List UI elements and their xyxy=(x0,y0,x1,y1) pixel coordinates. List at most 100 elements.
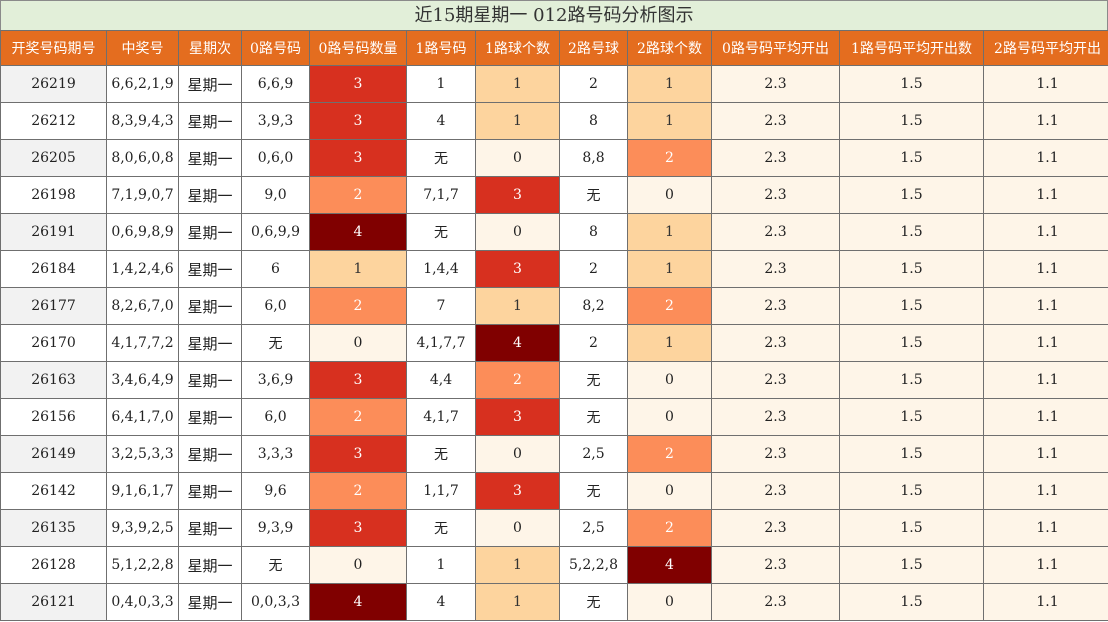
cell-road0-numbers: 9,6 xyxy=(241,472,310,510)
cell-road2-count: 2 xyxy=(627,139,712,177)
header-avg2: 2路号码平均开出 xyxy=(983,30,1108,66)
cell-road0-count: 4 xyxy=(309,583,407,621)
cell-avg0: 2.3 xyxy=(711,435,840,473)
cell-road1-count: 0 xyxy=(475,509,560,547)
cell-avg2: 1.1 xyxy=(983,583,1108,621)
cell-road1-numbers: 无 xyxy=(406,213,476,251)
cell-issue: 26184 xyxy=(0,250,107,288)
cell-avg0: 2.3 xyxy=(711,102,840,140)
cell-issue: 26135 xyxy=(0,509,107,547)
cell-road1-numbers: 1,4,4 xyxy=(406,250,476,288)
cell-road0-numbers: 0,6,9,9 xyxy=(241,213,310,251)
cell-avg0: 2.3 xyxy=(711,509,840,547)
cell-avg0: 2.3 xyxy=(711,250,840,288)
cell-issue: 26128 xyxy=(0,546,107,584)
table-row: 26191 0,6,9,8,9 星期一 0,6,9,9 4 无 0 8 1 2.3 1.5 1.1 xyxy=(0,213,1108,251)
cell-road0-count: 0 xyxy=(309,546,407,584)
header-road1-count: 1路球个数 xyxy=(475,30,560,66)
header-road1: 1路号码 xyxy=(406,30,476,66)
cell-weekday: 星期一 xyxy=(178,250,242,288)
table-row: 26142 9,1,6,1,7 星期一 9,6 2 1,1,7 3 无 0 2.3 1.5 1.1 xyxy=(0,472,1108,510)
cell-road1-numbers: 4 xyxy=(406,583,476,621)
cell-road2-numbers: 8,2 xyxy=(559,287,628,325)
cell-avg1: 1.5 xyxy=(839,583,984,621)
cell-road2-count: 4 xyxy=(627,546,712,584)
cell-avg1: 1.5 xyxy=(839,102,984,140)
cell-avg0: 2.3 xyxy=(711,139,840,177)
cell-road1-count: 1 xyxy=(475,546,560,584)
cell-issue: 26191 xyxy=(0,213,107,251)
cell-road2-numbers: 8 xyxy=(559,102,628,140)
cell-issue: 26170 xyxy=(0,324,107,362)
cell-avg2: 1.1 xyxy=(983,250,1108,288)
cell-road2-count: 1 xyxy=(627,102,712,140)
cell-road0-numbers: 9,0 xyxy=(241,176,310,214)
cell-road0-numbers: 0,6,0 xyxy=(241,139,310,177)
cell-road2-numbers: 2,5 xyxy=(559,435,628,473)
cell-avg2: 1.1 xyxy=(983,509,1108,547)
table-row: 26135 9,3,9,2,5 星期一 9,3,9 3 无 0 2,5 2 2.3 1.5 1.1 xyxy=(0,509,1108,547)
cell-road1-count: 3 xyxy=(475,398,560,436)
cell-weekday: 星期一 xyxy=(178,102,242,140)
cell-avg0: 2.3 xyxy=(711,583,840,621)
cell-road1-count: 1 xyxy=(475,65,560,103)
cell-winning-number: 3,4,6,4,9 xyxy=(106,361,179,399)
cell-road0-numbers: 6,0 xyxy=(241,287,310,325)
cell-road0-count: 2 xyxy=(309,472,407,510)
cell-winning-number: 5,1,2,2,8 xyxy=(106,546,179,584)
cell-weekday: 星期一 xyxy=(178,509,242,547)
cell-issue: 26219 xyxy=(0,65,107,103)
cell-avg1: 1.5 xyxy=(839,250,984,288)
table-row: 26184 1,4,2,4,6 星期一 6 1 1,4,4 3 2 1 2.3 1.5 1.1 xyxy=(0,250,1108,288)
cell-weekday: 星期一 xyxy=(178,324,242,362)
cell-road1-numbers: 7 xyxy=(406,287,476,325)
header-weekday: 星期次 xyxy=(178,30,242,66)
cell-road1-count: 1 xyxy=(475,287,560,325)
cell-avg2: 1.1 xyxy=(983,287,1108,325)
cell-avg2: 1.1 xyxy=(983,361,1108,399)
table-row: 26128 5,1,2,2,8 星期一无 0 1 1 5,2,2,8 4 2.3 1.5 1.1 xyxy=(0,546,1108,584)
table-row: 26205 8,0,6,0,8 星期一 0,6,0 3 无 0 8,8 2 2.3 1.5 1.1 xyxy=(0,139,1108,177)
cell-issue: 26177 xyxy=(0,287,107,325)
cell-weekday: 星期一 xyxy=(178,435,242,473)
cell-issue: 26163 xyxy=(0,361,107,399)
cell-road1-count: 2 xyxy=(475,361,560,399)
cell-weekday: 星期一 xyxy=(178,176,242,214)
cell-avg1: 1.5 xyxy=(839,213,984,251)
cell-weekday: 星期一 xyxy=(178,546,242,584)
cell-avg1: 1.5 xyxy=(839,65,984,103)
cell-issue: 26205 xyxy=(0,139,107,177)
cell-road1-numbers: 无 xyxy=(406,509,476,547)
table-body: 26219 6,6,2,1,9 星期一 6,6,9 3 1 1 2 1 2.3 1.5 1.1 2621… xyxy=(0,65,1108,621)
cell-road1-numbers: 4 xyxy=(406,102,476,140)
cell-issue: 26149 xyxy=(0,435,107,473)
cell-road0-count: 2 xyxy=(309,176,407,214)
cell-road0-numbers: 无 xyxy=(241,546,310,584)
cell-winning-number: 6,6,2,1,9 xyxy=(106,65,179,103)
cell-road0-count: 1 xyxy=(309,250,407,288)
header-number: 中奖号 xyxy=(106,30,179,66)
cell-road2-count: 2 xyxy=(627,435,712,473)
cell-road1-count: 3 xyxy=(475,176,560,214)
cell-avg0: 2.3 xyxy=(711,213,840,251)
cell-road0-numbers: 6,6,9 xyxy=(241,65,310,103)
cell-road2-numbers: 2 xyxy=(559,250,628,288)
header-road0-count: 0路号码数量 xyxy=(309,30,407,66)
cell-road2-count: 0 xyxy=(627,176,712,214)
table-row: 26163 3,4,6,4,9 星期一 3,6,9 3 4,4 2 无 0 2.3 1.5 1.1 xyxy=(0,361,1108,399)
cell-avg2: 1.1 xyxy=(983,472,1108,510)
cell-road0-count: 0 xyxy=(309,324,407,362)
cell-weekday: 星期一 xyxy=(178,65,242,103)
cell-avg2: 1.1 xyxy=(983,546,1108,584)
cell-road0-count: 3 xyxy=(309,65,407,103)
cell-avg2: 1.1 xyxy=(983,176,1108,214)
cell-road2-numbers: 无 xyxy=(559,361,628,399)
table-row: 26198 7,1,9,0,7 星期一 9,0 2 7,1,7 3 无 0 2.3 1.5 1.1 xyxy=(0,176,1108,214)
cell-avg1: 1.5 xyxy=(839,435,984,473)
cell-avg1: 1.5 xyxy=(839,176,984,214)
table-row: 26212 8,3,9,4,3 星期一 3,9,3 3 4 1 8 1 2.3 1.5 1.1 xyxy=(0,102,1108,140)
cell-road2-count: 0 xyxy=(627,398,712,436)
cell-avg1: 1.5 xyxy=(839,361,984,399)
cell-road2-numbers: 2 xyxy=(559,65,628,103)
